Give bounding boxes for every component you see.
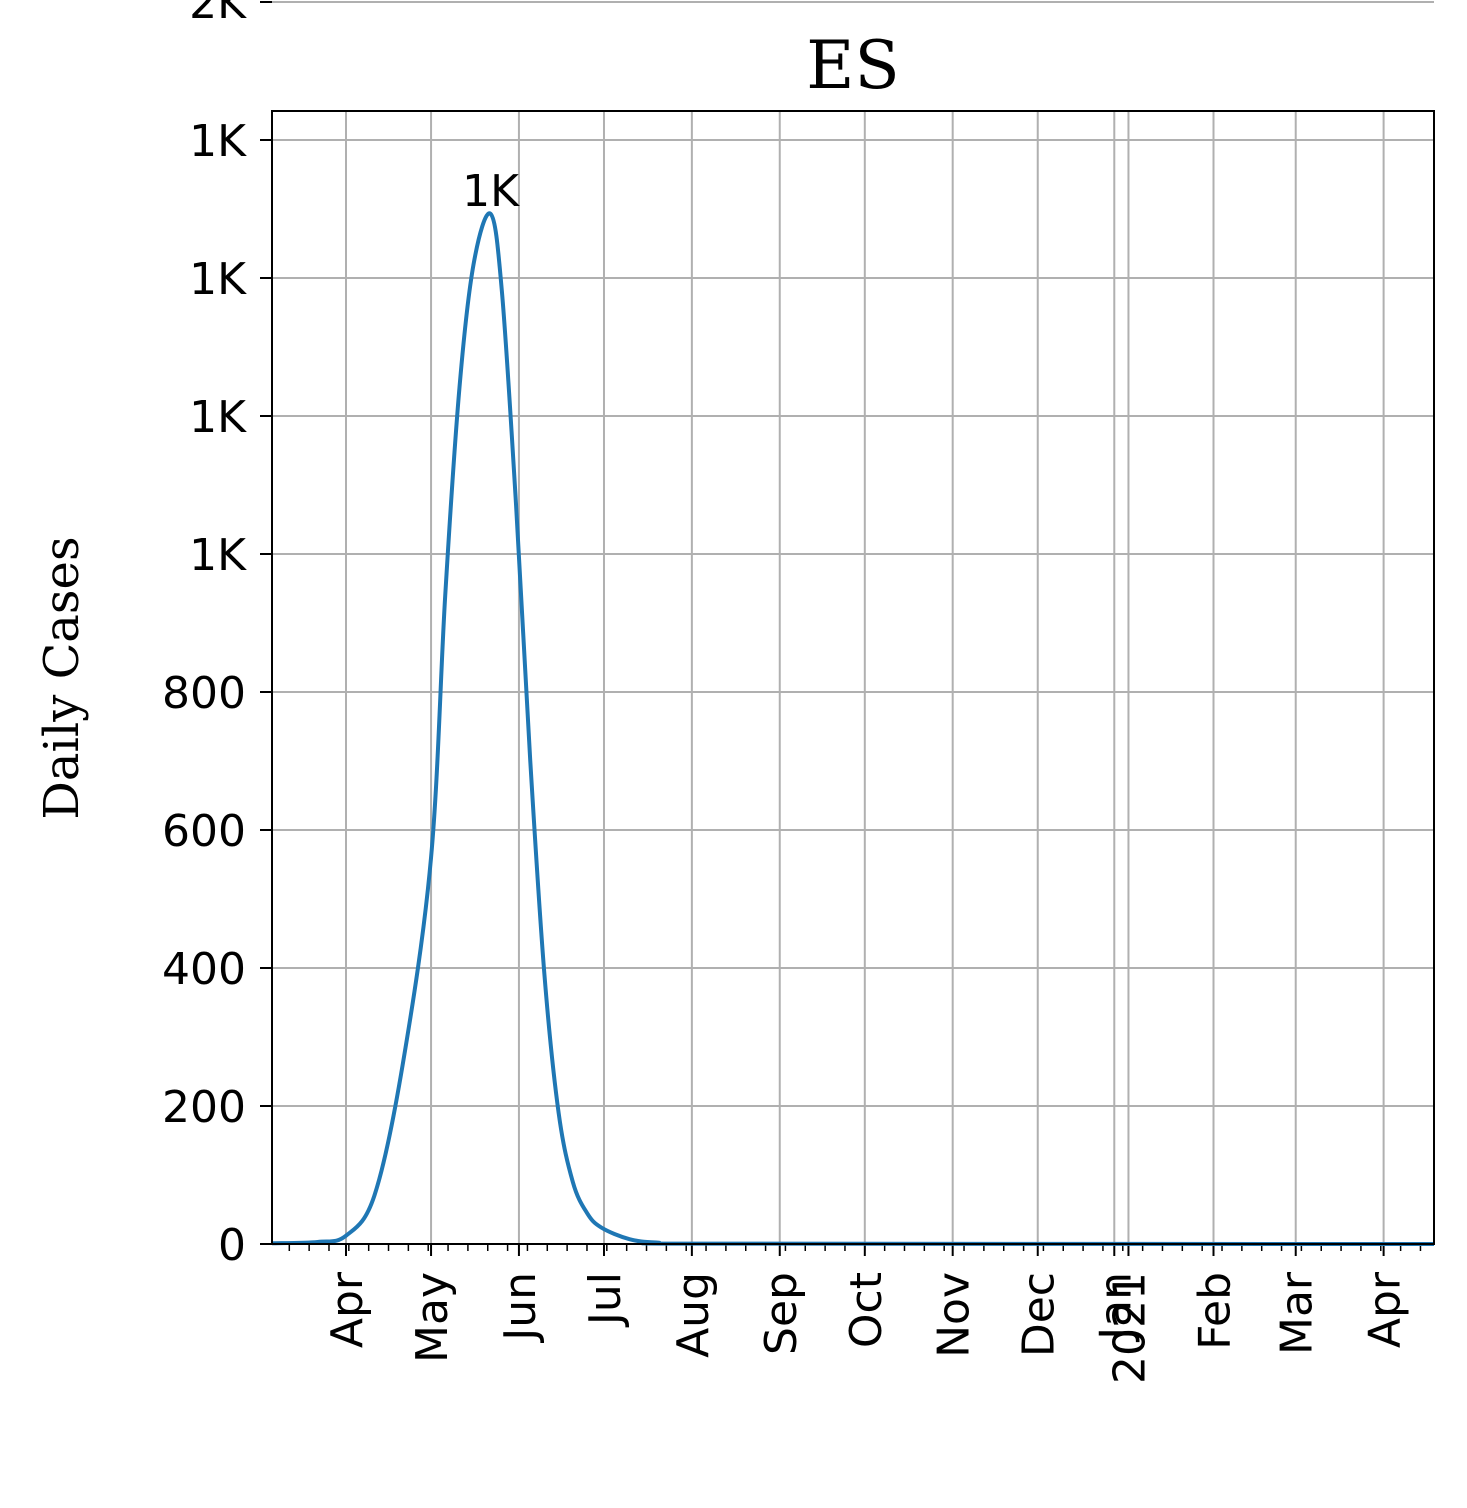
x-tick-label: Mar [1272,1271,1323,1355]
x-tick-label: 2021 [1104,1272,1155,1384]
x-tick-label: Jul [580,1272,631,1328]
grid-lines [272,1,1434,1245]
peak-annotation: 1K [462,166,520,217]
y-tick-label: 1K [189,392,247,443]
axis-ticks [260,1,1385,1256]
x-tick-label: Sep [756,1272,807,1355]
chart-title: ES [806,27,899,104]
x-tick-label: Feb [1190,1272,1241,1350]
x-tick-label: Jun [495,1272,546,1344]
y-tick-label: 0 [218,1220,246,1271]
plot-frame [271,110,1435,1245]
x-tick-label: Apr [322,1271,373,1348]
y-tick-label: 1K [189,116,247,167]
x-tick-label: Dec [1014,1272,1065,1357]
y-tick-label: 1K [189,530,247,581]
y-tick-label: 600 [162,806,246,857]
x-tick-label: Apr [1360,1271,1411,1348]
x-tick-label: Jan [1090,1272,1141,1343]
y-tick-label: 1K [189,254,247,305]
x-tick-label: Aug [668,1272,719,1358]
x-tick-label: Oct [841,1272,892,1348]
x-tick-label: Nov [929,1272,980,1358]
x-tick-label: May [407,1272,458,1363]
daily-cases-line [271,211,1435,1246]
y-tick-label: 800 [162,668,246,719]
y-tick-labels: 0 200 400 600 800 1K 1K 1K 1K 2K [162,0,247,1271]
y-tick-label: 400 [162,944,246,995]
y-tick-label: 2K [189,0,247,29]
y-tick-label: 200 [162,1082,246,1133]
y-axis-label: Daily Cases [34,536,90,819]
